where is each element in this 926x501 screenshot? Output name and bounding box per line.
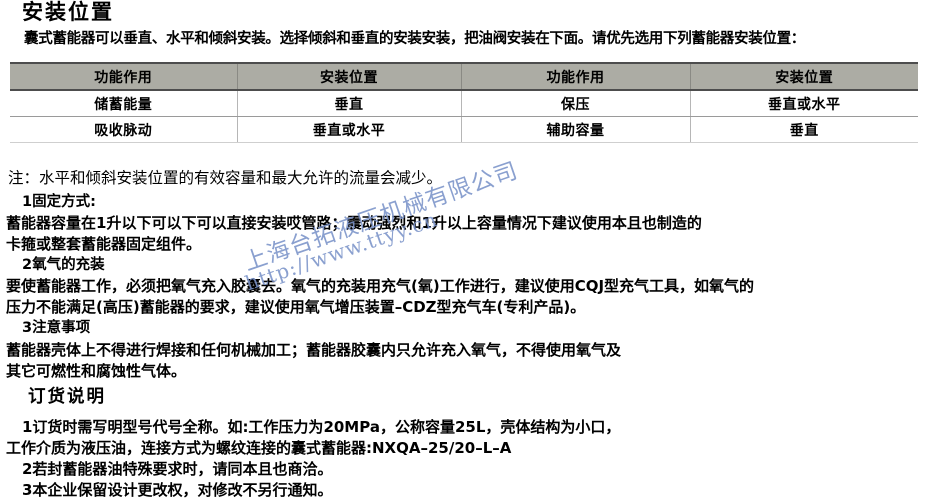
table-cell: 垂直或水平: [689, 90, 918, 117]
table-cell: 辅助容量: [460, 116, 691, 143]
table-header-cell-4: 安装位置: [689, 62, 918, 91]
table-cell: 保压: [460, 90, 691, 117]
table-header-row: 功能作用 安装位置 功能作用 安装位置: [10, 62, 918, 91]
note-item-3-index: 3注意事项: [22, 320, 91, 336]
table-cell: 垂直: [236, 90, 462, 117]
table-cell: 垂直或水平: [236, 116, 462, 143]
table-header-cell-3: 功能作用: [460, 62, 691, 91]
page-title: 安装位置: [22, 0, 114, 24]
note-item-2-line-2: 压力不能满足(高压)蓄能器的要求，建议使用氧气增压装置–CDZ型充气车(专利产品…: [6, 298, 586, 316]
order-instructions-title: 订货说明: [28, 387, 106, 407]
table-cell: 垂直: [689, 116, 918, 143]
order-item-3: 3本企业保留设计更改权，对修改不另行通知。: [22, 481, 333, 499]
order-item-2: 2若封蓄能器油特殊要求时，请同本且也商洽。: [22, 460, 333, 478]
installation-position-table: 功能作用 安装位置 功能作用 安装位置 储蓄能量 垂直 保压 垂直或水平 吸收脉…: [10, 62, 918, 143]
intro-paragraph: 囊式蓄能器可以垂直、水平和倾斜安装。选择倾斜和垂直的安装安装，把油阀安装在下面。…: [24, 31, 805, 47]
table-header-cell-2: 安装位置: [236, 62, 462, 91]
table-header-cell-1: 功能作用: [10, 62, 238, 91]
note-item-1-line-2: 卡箍或整套蓄能器固定组件。: [6, 235, 202, 253]
table-row: 储蓄能量 垂直 保压 垂直或水平: [10, 90, 918, 117]
table-note: 注：水平和倾斜安装位置的有效容量和最大允许的流量会减少。: [8, 169, 443, 187]
table-cell: 吸收脉动: [10, 116, 238, 143]
table-cell: 储蓄能量: [10, 90, 238, 117]
table-row: 吸收脉动 垂直或水平 辅助容量 垂直: [10, 116, 918, 143]
note-item-2-index: 2氧气的充装: [22, 257, 105, 273]
order-item-1-line-2: 工作介质为液压油，连接方式为螺纹连接的囊式蓄能器:NXQA–25/20–L–A: [6, 439, 512, 457]
note-item-3-line-1: 蓄能器壳体上不得进行焊接和任何机械加工；蓄能器胶囊内只允许充入氧气，不得使用氧气…: [6, 341, 622, 359]
note-item-1-index: 1固定方式:: [22, 194, 96, 210]
note-item-1-line-1: 蓄能器容量在1升以下可以下可以直接安装哎管路；震动强烈和1升以上容量情况下建议使…: [6, 214, 702, 232]
note-item-3-line-2: 其它可燃性和腐蚀性气体。: [6, 362, 187, 380]
order-item-1-line-1: 1订货时需写明型号代号全称。如:工作压力为20MPa，公称容量25L，壳体结构为…: [22, 418, 621, 436]
note-item-2-line-1: 要使蓄能器工作，必须把氧气充入胶囊去。氧气的充装用充气(氧)工作进行，建议使用C…: [6, 277, 755, 295]
